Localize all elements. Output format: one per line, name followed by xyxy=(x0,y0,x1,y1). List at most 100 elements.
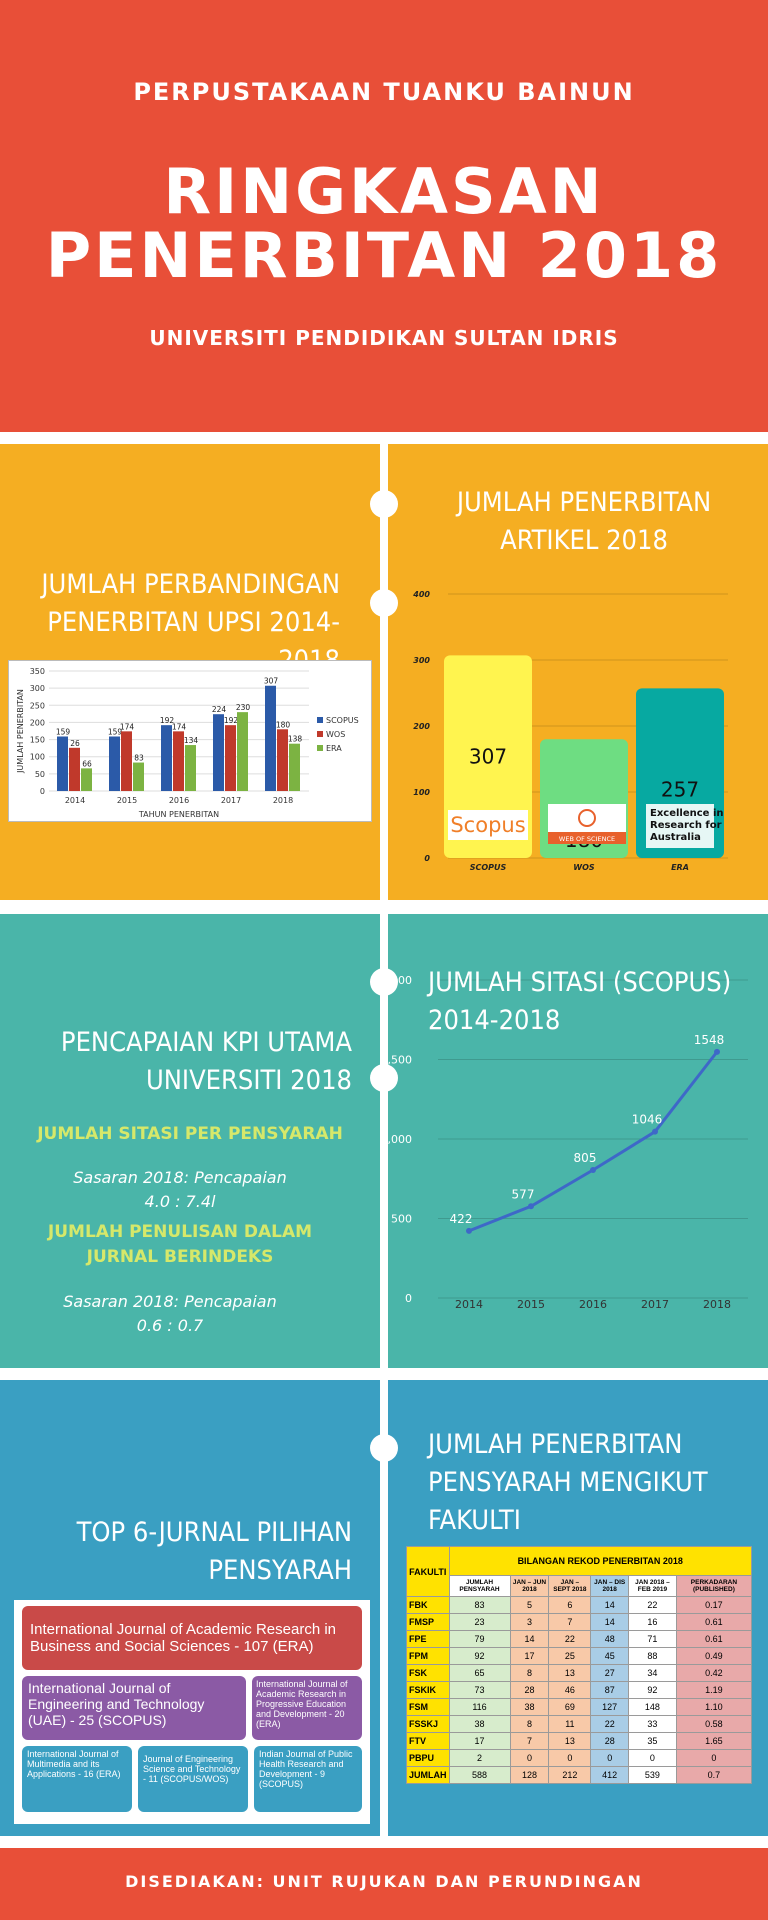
table-cell: 25 xyxy=(548,1647,592,1665)
table-header-cell: JAN – JUN 2018 xyxy=(509,1575,550,1597)
table-cell: 5 xyxy=(509,1596,550,1614)
table-cell: 11 xyxy=(548,1715,592,1733)
table-cell: 8 xyxy=(509,1664,550,1682)
kpi1-line1: Sasaran 2018: Pencapaian xyxy=(73,1168,287,1187)
table-cell: 212 xyxy=(548,1766,592,1784)
table-cell: 1.10 xyxy=(675,1698,753,1716)
y-tick-label: 200 xyxy=(30,718,45,727)
section1-left-panel: JUMLAH PERBANDINGAN PENERBITAN UPSI 2014… xyxy=(0,444,380,900)
table-cell: 0 xyxy=(628,1749,677,1767)
bar-value-label: 174 xyxy=(120,722,135,731)
table-cell: 22 xyxy=(628,1596,677,1614)
table-cell: 7 xyxy=(548,1613,592,1631)
header-banner: PERPUSTAKAAN TUANKU BAINUN RINGKASAN PEN… xyxy=(0,0,768,432)
era-logo-text: Australia xyxy=(650,832,701,843)
bar-scopus xyxy=(265,685,276,791)
timeline-dot xyxy=(370,1064,398,1092)
page-title: RINGKASAN PENERBITAN 2018 xyxy=(0,160,768,288)
table-cell: 7 xyxy=(509,1732,550,1750)
table-row: FPE 79 14 22 48 71 0.61 xyxy=(406,1630,753,1648)
section2-left-panel: PENCAPAIAN KPI UTAMA UNIVERSITI 2018 JUM… xyxy=(0,914,380,1368)
y-tick-label: 1,500 xyxy=(388,1054,412,1067)
table-cell: FBK xyxy=(406,1596,450,1614)
table-header-cell: JAN 2018 – FEB 2019 xyxy=(628,1575,677,1597)
era-logo-text: Research for xyxy=(650,820,722,831)
bar-value-label: 224 xyxy=(212,705,227,714)
x-tick-label: 2017 xyxy=(221,796,241,805)
table-cell: 46 xyxy=(548,1681,592,1699)
scopus-logo-text: Scopus xyxy=(450,813,525,837)
wos-logo-band xyxy=(548,832,626,844)
section1-left-heading: JUMLAH PERBANDINGAN PENERBITAN UPSI 2014… xyxy=(41,569,340,676)
journal-panel: International Journal of Academic Resear… xyxy=(14,1600,370,1824)
table-cell: 22 xyxy=(590,1715,630,1733)
x-axis-label: TAHUN PENERBITAN xyxy=(138,810,219,819)
table-cell: 88 xyxy=(628,1647,677,1665)
table-header-cell: JAN – SEPT 2018 xyxy=(548,1575,592,1597)
table-cell: 2 xyxy=(448,1749,511,1767)
table-cell: 0.61 xyxy=(675,1630,753,1648)
table-row: FSKIK 73 28 46 87 92 1.19 xyxy=(406,1681,753,1699)
bar-value-label: 192 xyxy=(224,716,239,725)
bar-value-label: 192 xyxy=(160,716,175,725)
table-cell: 0 xyxy=(509,1749,550,1767)
y-tick-label: 0 xyxy=(40,787,45,796)
data-label: 577 xyxy=(512,1187,535,1201)
table-cell: 35 xyxy=(628,1732,677,1750)
table-row: FBK 83 5 6 14 22 0.17 xyxy=(406,1596,753,1614)
table-cell: 33 xyxy=(628,1715,677,1733)
y-tick-label: 400 xyxy=(412,590,430,599)
bar-value-label: 134 xyxy=(184,736,199,745)
x-tick-label: ERA xyxy=(671,863,689,872)
bar-scopus xyxy=(57,736,68,791)
table-cell: 17 xyxy=(448,1732,511,1750)
table-cell: 92 xyxy=(628,1681,677,1699)
bar-value-label: 307 xyxy=(264,677,279,686)
bar-value-label: 180 xyxy=(276,720,291,729)
legend-swatch xyxy=(317,745,323,751)
kpi2-title-line2: JURNAL BERINDEKS xyxy=(86,1247,274,1267)
table-cell: 6 xyxy=(548,1596,592,1614)
table-row: FTV 17 7 13 28 35 1.65 xyxy=(406,1732,753,1750)
section3-right-heading: JUMLAH PENERBITAN PENSYARAH MENGIKUT FAK… xyxy=(428,1429,708,1536)
table-row: JUMLAH 588 128 212 412 539 0.7 xyxy=(406,1766,753,1784)
data-point xyxy=(590,1167,596,1174)
table-cell: 48 xyxy=(590,1630,630,1648)
journal-item: International Journal of Engineering and… xyxy=(22,1676,246,1740)
table-cell: 79 xyxy=(448,1630,511,1648)
table-row: FSM 116 38 69 127 148 1.10 xyxy=(406,1698,753,1716)
y-tick-label: 200 xyxy=(413,722,430,731)
table-cell: 116 xyxy=(448,1698,511,1716)
x-tick-label: 2014 xyxy=(455,1298,483,1311)
y-tick-label: 500 xyxy=(391,1213,412,1226)
series-line xyxy=(468,1050,719,1233)
faculty-table: FAKULTI BILANGAN REKOD PENERBITAN 2018 JUM… xyxy=(406,1546,753,1784)
table-cell: 34 xyxy=(628,1664,677,1682)
table-cell: 1.65 xyxy=(675,1732,753,1750)
section2-left-heading: PENCAPAIAN KPI UTAMA UNIVERSITI 2018 xyxy=(60,1027,352,1096)
bar-era xyxy=(133,762,144,791)
table-cell: 0.42 xyxy=(675,1664,753,1682)
bar-wos xyxy=(173,731,184,791)
kpi2-title-line1: JUMLAH PENULISAN DALAM xyxy=(47,1222,313,1242)
bar-wos xyxy=(69,747,80,791)
divider-1 xyxy=(380,444,388,900)
table-row: FAKULTI BILANGAN REKOD PENERBITAN 2018 xyxy=(406,1546,752,1597)
footer-text: DISEDIAKAN: UNIT RUJUKAN DAN PERUNDINGAN xyxy=(125,1872,643,1891)
x-tick-label: 2016 xyxy=(579,1298,607,1311)
table-cell: FMSP xyxy=(406,1613,450,1631)
timeline-dot xyxy=(370,589,398,617)
x-tick-label: SCOPUS xyxy=(470,863,507,872)
table-cell: 8 xyxy=(509,1715,550,1733)
table-cell: 14 xyxy=(509,1630,550,1648)
bar-era xyxy=(289,743,300,791)
wos-logo-icon xyxy=(578,809,596,827)
scopus-logo-bg xyxy=(448,810,528,840)
table-cell: 127 xyxy=(590,1698,630,1716)
table-header-cell: FAKULTI xyxy=(406,1546,450,1597)
kpi2-line1: Sasaran 2018: Pencapaian xyxy=(63,1292,277,1311)
table-cell: 0.58 xyxy=(675,1715,753,1733)
table-cell: JUMLAH xyxy=(406,1766,450,1784)
table-cell: 23 xyxy=(448,1613,511,1631)
table-cell: 412 xyxy=(590,1766,630,1784)
